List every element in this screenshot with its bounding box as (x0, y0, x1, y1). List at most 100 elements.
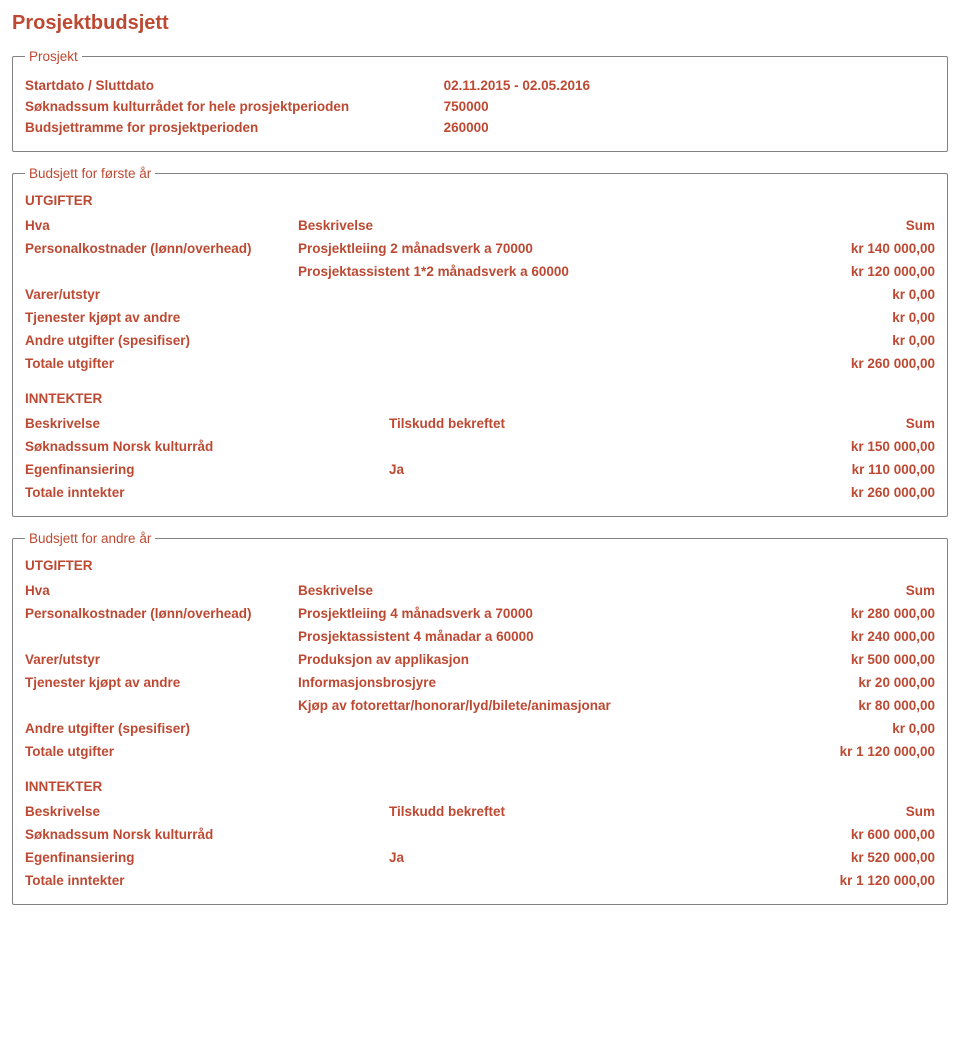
cell (298, 740, 753, 763)
budget2-fieldset: Budsjett for andre år UTGIFTER Hva Beskr… (12, 531, 948, 905)
cell: Totale utgifter (25, 352, 298, 375)
cell: Egenfinansiering (25, 458, 389, 481)
cell (25, 260, 298, 283)
table-row: EgenfinansieringJakr 520 000,00 (25, 846, 935, 869)
cell: Personalkostnader (lønn/overhead) (25, 602, 298, 625)
table-header-row: Hva Beskrivelse Sum (25, 579, 935, 602)
table-row: Totale inntekter kr 1 120 000,00 (25, 869, 935, 892)
cell: kr 80 000,00 (753, 694, 935, 717)
inntekter-table: Beskrivelse Tilskudd bekreftet Sum Søkna… (25, 412, 935, 504)
table-row: Budsjettramme for prosjektperioden 26000… (25, 118, 935, 139)
cell: Ja (389, 846, 753, 869)
cell (298, 306, 753, 329)
prosjekt-value: 750000 (444, 97, 935, 118)
cell (298, 283, 753, 306)
table-row: Andre utgifter (spesifiser)kr 0,00 (25, 329, 935, 352)
cell: kr 0,00 (753, 306, 935, 329)
prosjekt-legend: Prosjekt (25, 49, 82, 64)
cell (298, 329, 753, 352)
cell: kr 0,00 (753, 717, 935, 740)
col-sum: Sum (753, 412, 935, 435)
inntekter-label: INNTEKTER (25, 391, 935, 406)
table-row: Søknadssum Norsk kulturrådkr 150 000,00 (25, 435, 935, 458)
table-row: Prosjektassistent 4 månadar a 60000kr 24… (25, 625, 935, 648)
cell: Ja (389, 458, 753, 481)
prosjekt-fieldset: Prosjekt Startdato / Sluttdato 02.11.201… (12, 49, 948, 152)
cell (298, 717, 753, 740)
prosjekt-label: Søknadssum kulturrådet for hele prosjekt… (25, 97, 444, 118)
table-row: EgenfinansieringJakr 110 000,00 (25, 458, 935, 481)
col-hva: Hva (25, 579, 298, 602)
col-sum: Sum (753, 800, 935, 823)
cell (25, 625, 298, 648)
cell (25, 694, 298, 717)
cell: Andre utgifter (spesifiser) (25, 717, 298, 740)
table-row: Varer/utstyrProduksjon av applikasjonkr … (25, 648, 935, 671)
table-row: Tjenester kjøpt av andrekr 0,00 (25, 306, 935, 329)
cell (389, 869, 753, 892)
page-title: Prosjektbudsjett (12, 12, 948, 35)
table-row: Søknadssum kulturrådet for hele prosjekt… (25, 97, 935, 118)
col-sum: Sum (753, 579, 935, 602)
utgifter-label: UTGIFTER (25, 193, 935, 208)
col-tilskudd: Tilskudd bekreftet (389, 412, 753, 435)
prosjekt-label: Startdato / Sluttdato (25, 74, 444, 97)
cell: Totale inntekter (25, 481, 389, 504)
table-row: Totale utgifter kr 260 000,00 (25, 352, 935, 375)
table-row: Personalkostnader (lønn/overhead)Prosjek… (25, 602, 935, 625)
cell (389, 481, 753, 504)
table-row: Totale inntekterkr 260 000,00 (25, 481, 935, 504)
utgifter-table: Hva Beskrivelse Sum Personalkostnader (l… (25, 214, 935, 375)
table-row: Prosjektassistent 1*2 månadsverk a 60000… (25, 260, 935, 283)
table-row: Tjenester kjøpt av andreInformasjonsbros… (25, 671, 935, 694)
cell: kr 0,00 (753, 283, 935, 306)
table-row: Personalkostnader (lønn/overhead)Prosjek… (25, 237, 935, 260)
col-besk: Beskrivelse (298, 214, 753, 237)
cell (298, 352, 753, 375)
cell: Kjøp av fotorettar/honorar/lyd/bilete/an… (298, 694, 753, 717)
cell: kr 140 000,00 (753, 237, 935, 260)
cell: kr 240 000,00 (753, 625, 935, 648)
cell: kr 120 000,00 (753, 260, 935, 283)
cell: kr 1 120 000,00 (753, 869, 935, 892)
table-row: Søknadssum Norsk kulturråd kr 600 000,00 (25, 823, 935, 846)
table-header-row: Hva Beskrivelse Sum (25, 214, 935, 237)
cell: Prosjektleiing 4 månadsverk a 70000 (298, 602, 753, 625)
cell: Varer/utstyr (25, 283, 298, 306)
table-row: Kjøp av fotorettar/honorar/lyd/bilete/an… (25, 694, 935, 717)
budget2-legend: Budsjett for andre år (25, 531, 155, 546)
utgifter-table: Hva Beskrivelse Sum Personalkostnader (l… (25, 579, 935, 763)
table-row: Totale utgifter kr 1 120 000,00 (25, 740, 935, 763)
prosjekt-value: 02.11.2015 - 02.05.2016 (444, 74, 935, 97)
inntekter-table: Beskrivelse Tilskudd bekreftet Sum Søkna… (25, 800, 935, 892)
col-besk: Beskrivelse (298, 579, 753, 602)
cell: Tjenester kjøpt av andre (25, 671, 298, 694)
cell: kr 20 000,00 (753, 671, 935, 694)
cell: kr 110 000,00 (753, 458, 935, 481)
budget1-fieldset: Budsjett for første år UTGIFTER Hva Besk… (12, 166, 948, 517)
cell: Prosjektassistent 1*2 månadsverk a 60000 (298, 260, 753, 283)
budget1-legend: Budsjett for første år (25, 166, 155, 181)
table-row: Andre utgifter (spesifiser) kr 0,00 (25, 717, 935, 740)
cell (389, 823, 753, 846)
cell: Søknadssum Norsk kulturråd (25, 823, 389, 846)
cell: Varer/utstyr (25, 648, 298, 671)
cell: Prosjektassistent 4 månadar a 60000 (298, 625, 753, 648)
cell: Personalkostnader (lønn/overhead) (25, 237, 298, 260)
cell: kr 600 000,00 (753, 823, 935, 846)
cell: kr 520 000,00 (753, 846, 935, 869)
inntekter-label: INNTEKTER (25, 779, 935, 794)
col-hva: Hva (25, 214, 298, 237)
cell: Søknadssum Norsk kulturråd (25, 435, 389, 458)
cell: Totale inntekter (25, 869, 389, 892)
cell: Totale utgifter (25, 740, 298, 763)
table-row: Varer/utstyr kr 0,00 (25, 283, 935, 306)
cell: kr 1 120 000,00 (753, 740, 935, 763)
cell: Egenfinansiering (25, 846, 389, 869)
prosjekt-table: Startdato / Sluttdato 02.11.2015 - 02.05… (25, 74, 935, 139)
prosjekt-value: 260000 (444, 118, 935, 139)
utgifter-label: UTGIFTER (25, 558, 935, 573)
cell: kr 500 000,00 (753, 648, 935, 671)
cell: kr 260 000,00 (753, 352, 935, 375)
col-besk: Beskrivelse (25, 800, 389, 823)
